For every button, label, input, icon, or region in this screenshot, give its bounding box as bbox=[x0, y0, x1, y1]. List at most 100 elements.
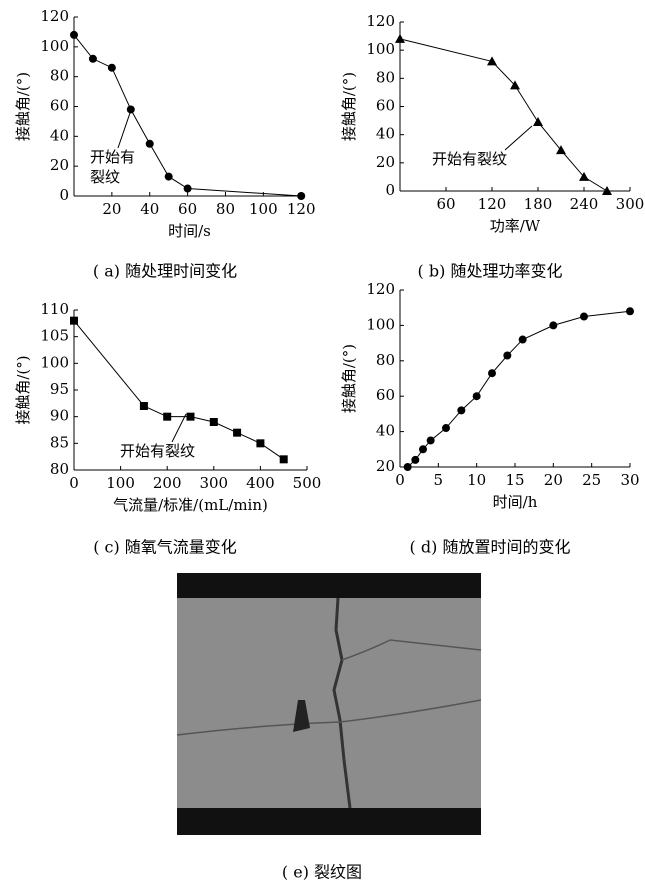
annotation-arrow bbox=[505, 126, 532, 150]
x-axis-label: 气流量/标准/(mL/min) bbox=[113, 496, 268, 514]
x-tick-label: 300 bbox=[199, 474, 228, 492]
point bbox=[519, 336, 527, 344]
annotation: 开始有 bbox=[90, 148, 135, 166]
series-line bbox=[400, 39, 607, 191]
caption: ( b) 随处理功率变化 bbox=[418, 262, 563, 281]
point bbox=[549, 321, 557, 329]
point bbox=[280, 455, 288, 463]
point bbox=[70, 31, 78, 39]
y-tick-label: 80 bbox=[50, 460, 69, 478]
x-tick-label: 10 bbox=[467, 471, 486, 489]
caption: ( d) 随放置时间的变化 bbox=[410, 538, 571, 557]
y-tick-label: 80 bbox=[376, 68, 395, 86]
x-tick-label: 20 bbox=[102, 200, 121, 218]
x-tick-label: 100 bbox=[106, 474, 135, 492]
point bbox=[488, 369, 496, 377]
point bbox=[108, 64, 116, 72]
x-axis-label: 功率/W bbox=[490, 217, 541, 235]
x-axis-label: 时间/s bbox=[168, 222, 211, 240]
caption: ( c) 随氧气流量变化 bbox=[93, 538, 237, 557]
crack-photo bbox=[177, 573, 481, 835]
y-tick-label: 110 bbox=[40, 300, 69, 318]
point bbox=[411, 456, 419, 464]
x-tick-label: 20 bbox=[544, 471, 563, 489]
y-tick-label: 120 bbox=[366, 280, 395, 298]
point bbox=[395, 34, 405, 43]
point bbox=[140, 402, 148, 410]
x-tick-label: 120 bbox=[478, 195, 507, 213]
x-tick-label: 180 bbox=[524, 195, 553, 213]
y-tick-label: 80 bbox=[50, 67, 69, 85]
x-tick-label: 0 bbox=[69, 474, 79, 492]
photo-band bbox=[177, 808, 481, 835]
y-tick-label: 60 bbox=[376, 386, 395, 404]
y-tick-label: 80 bbox=[376, 351, 395, 369]
x-tick-label: 15 bbox=[505, 471, 524, 489]
annotation-arrow bbox=[118, 110, 131, 148]
y-tick-label: 20 bbox=[376, 457, 395, 475]
x-tick-label: 200 bbox=[153, 474, 182, 492]
y-tick-label: 60 bbox=[376, 97, 395, 115]
point bbox=[419, 445, 427, 453]
x-tick-label: 120 bbox=[287, 200, 316, 218]
x-tick-label: 60 bbox=[436, 195, 455, 213]
point bbox=[457, 406, 465, 414]
point bbox=[297, 192, 305, 200]
y-tick-label: 0 bbox=[385, 181, 395, 199]
annotation-arrow bbox=[172, 414, 186, 442]
photo-band bbox=[177, 573, 481, 598]
y-axis-label: 接触角/(°) bbox=[14, 72, 32, 141]
x-tick-label: 5 bbox=[434, 471, 444, 489]
point bbox=[256, 439, 264, 447]
y-tick-label: 100 bbox=[366, 315, 395, 333]
x-tick-label: 30 bbox=[620, 471, 639, 489]
point bbox=[626, 307, 634, 315]
x-tick-label: 60 bbox=[178, 200, 197, 218]
y-tick-label: 105 bbox=[40, 327, 69, 345]
annotation: 开始有裂纹 bbox=[120, 442, 195, 460]
x-tick-label: 40 bbox=[140, 200, 159, 218]
point bbox=[233, 429, 241, 437]
point bbox=[210, 418, 218, 426]
caption: ( a) 随处理时间变化 bbox=[93, 262, 237, 281]
y-tick-label: 85 bbox=[50, 433, 69, 451]
y-tick-label: 40 bbox=[376, 125, 395, 143]
caption: ( e) 裂纹图 bbox=[282, 863, 362, 882]
y-tick-label: 100 bbox=[40, 353, 69, 371]
x-tick-label: 100 bbox=[249, 200, 278, 218]
annotation: 开始有裂纹 bbox=[432, 150, 507, 168]
y-tick-label: 40 bbox=[376, 422, 395, 440]
point bbox=[89, 55, 97, 63]
y-tick-label: 90 bbox=[50, 407, 69, 425]
y-tick-label: 0 bbox=[59, 186, 69, 204]
y-axis-label: 接触角/(°) bbox=[14, 355, 32, 424]
page: ( e) 裂纹图 20406080100120020406080100120时间… bbox=[0, 0, 645, 886]
x-tick-label: 400 bbox=[246, 474, 275, 492]
y-tick-label: 60 bbox=[50, 97, 69, 115]
y-tick-label: 120 bbox=[366, 12, 395, 30]
y-tick-label: 100 bbox=[366, 40, 395, 58]
point bbox=[473, 392, 481, 400]
x-tick-label: 25 bbox=[582, 471, 601, 489]
point bbox=[427, 436, 435, 444]
y-tick-label: 20 bbox=[376, 153, 395, 171]
annotation: 裂纹 bbox=[90, 168, 120, 186]
point bbox=[503, 351, 511, 359]
x-axis-label: 时间/h bbox=[493, 493, 538, 511]
y-tick-label: 95 bbox=[50, 380, 69, 398]
point bbox=[70, 317, 78, 325]
point bbox=[533, 117, 543, 126]
point bbox=[580, 313, 588, 321]
y-tick-label: 120 bbox=[40, 7, 69, 25]
photo-bg bbox=[177, 573, 481, 835]
x-tick-label: 0 bbox=[395, 471, 405, 489]
x-tick-label: 500 bbox=[293, 474, 322, 492]
point bbox=[187, 413, 195, 421]
series-line bbox=[408, 311, 630, 467]
y-tick-label: 40 bbox=[50, 126, 69, 144]
point bbox=[165, 173, 173, 181]
x-tick-label: 300 bbox=[616, 195, 645, 213]
y-tick-label: 20 bbox=[50, 156, 69, 174]
point bbox=[184, 185, 192, 193]
y-axis-label: 接触角/(°) bbox=[340, 72, 358, 141]
